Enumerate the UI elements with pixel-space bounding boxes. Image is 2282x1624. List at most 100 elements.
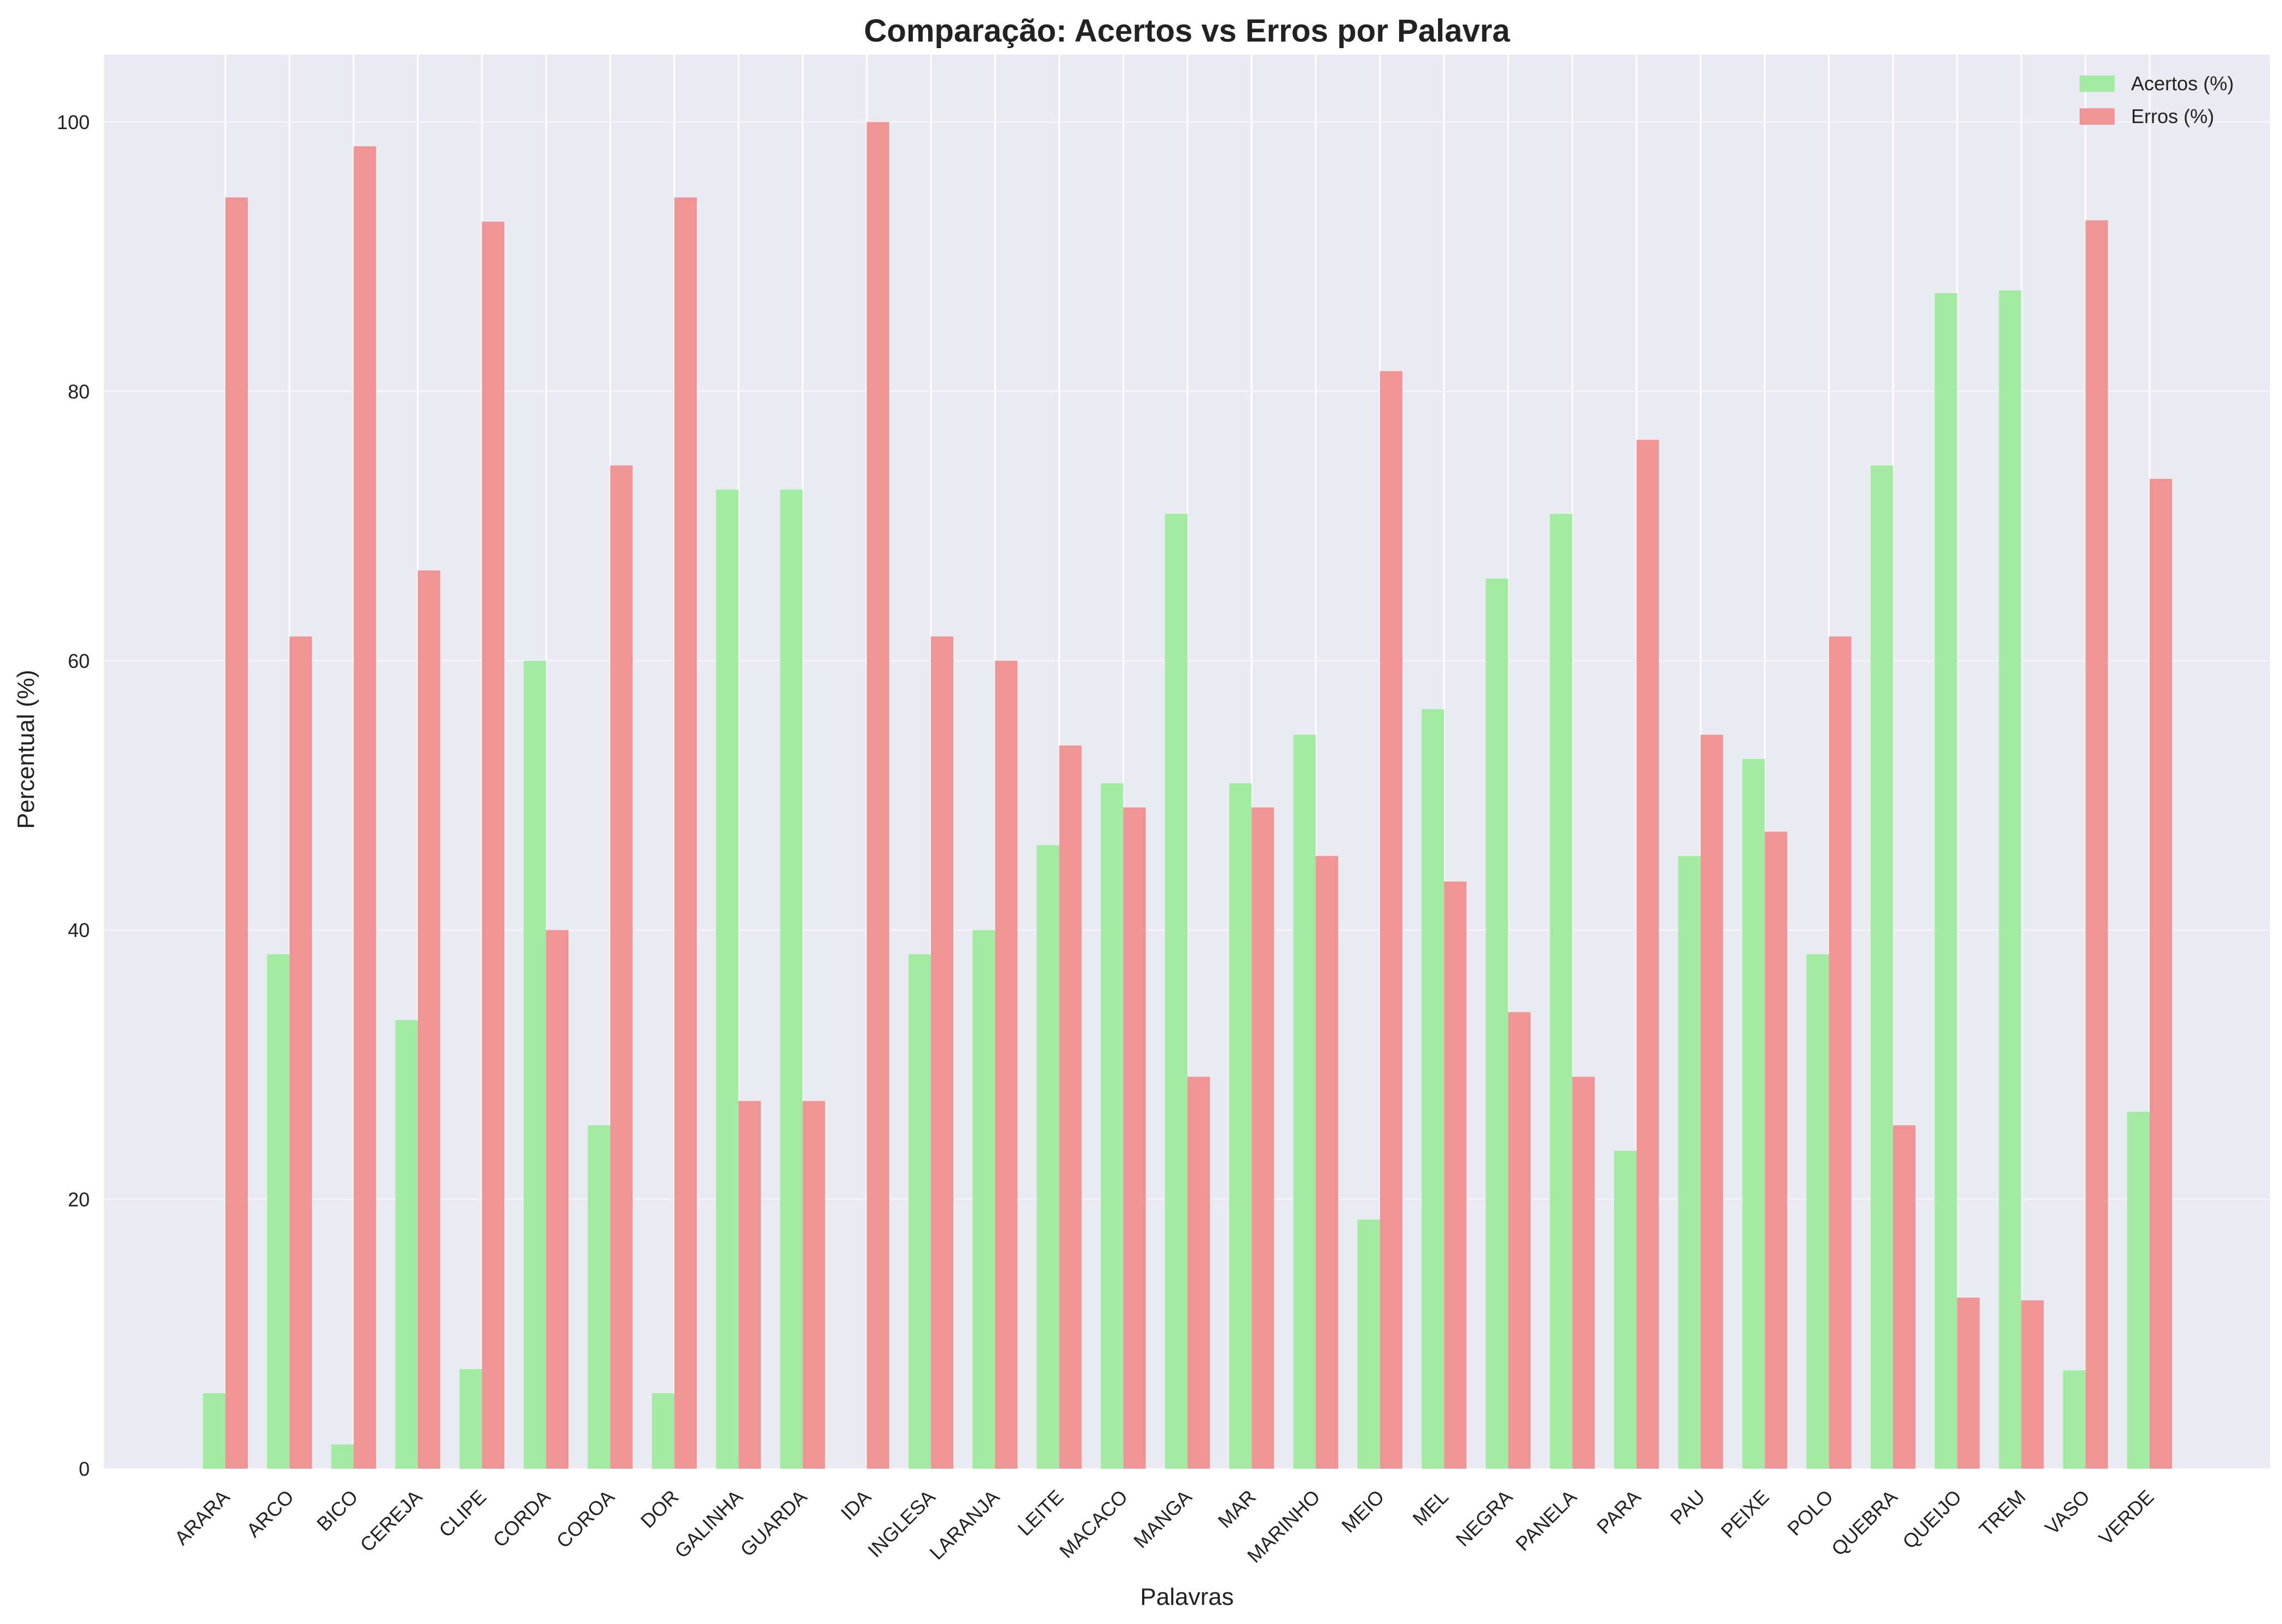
bar-acertos-marinho bbox=[1293, 735, 1316, 1469]
bar-erros-quebra bbox=[1893, 1125, 1916, 1469]
bar-erros-panela bbox=[1572, 1076, 1595, 1469]
x-tick-label: MACACO bbox=[1055, 1486, 1132, 1563]
bar-acertos-bico bbox=[331, 1444, 354, 1469]
bar-erros-pau bbox=[1701, 735, 1724, 1469]
bar-erros-manga bbox=[1187, 1076, 1210, 1469]
x-tick-label: CLIPE bbox=[434, 1486, 491, 1542]
x-tick-label: IDA bbox=[836, 1486, 875, 1524]
x-tick-label: LEITE bbox=[1013, 1486, 1068, 1540]
bar-erros-leite bbox=[1059, 745, 1082, 1469]
bar-acertos-trem bbox=[1999, 290, 2022, 1469]
x-axis-label: Palavras bbox=[1140, 1584, 1233, 1610]
bar-erros-cereja bbox=[417, 570, 440, 1469]
legend-swatch bbox=[2080, 75, 2115, 92]
bar-acertos-leite bbox=[1037, 845, 1060, 1469]
x-tick-label: VASO bbox=[2041, 1486, 2094, 1539]
y-tick-label: 80 bbox=[68, 380, 90, 403]
x-tick-label: GALINHA bbox=[670, 1486, 747, 1563]
bar-erros-corda bbox=[546, 930, 569, 1469]
bar-acertos-cereja bbox=[395, 1020, 418, 1469]
bar-erros-arara bbox=[225, 197, 248, 1469]
legend: Acertos (%) Erros (%) bbox=[2080, 72, 2234, 127]
x-tick-label: QUEBRA bbox=[1827, 1486, 1902, 1561]
x-tick-label: POLO bbox=[1783, 1486, 1838, 1540]
bar-acertos-inglesa bbox=[908, 954, 931, 1469]
bar-acertos-arco bbox=[267, 954, 290, 1469]
x-tick-label: NEGRA bbox=[1451, 1486, 1517, 1551]
bar-acertos-laranja bbox=[973, 930, 996, 1469]
x-tick-label: GUARDA bbox=[736, 1486, 811, 1561]
bar-erros-arco bbox=[289, 636, 312, 1469]
x-tick-label: COROA bbox=[552, 1486, 619, 1552]
bar-acertos-vaso bbox=[2063, 1370, 2086, 1469]
bar-erros-bico bbox=[353, 146, 376, 1469]
bar-erros-marinho bbox=[1315, 855, 1338, 1469]
x-tick-label: PAU bbox=[1666, 1486, 1709, 1529]
bar-erros-meio bbox=[1379, 371, 1402, 1469]
bar-acertos-mar bbox=[1229, 783, 1252, 1469]
bars bbox=[202, 122, 2173, 1469]
bar-acertos-quebra bbox=[1870, 465, 1893, 1469]
bar-erros-queijo bbox=[1957, 1297, 1980, 1469]
bar-erros-coroa bbox=[610, 465, 633, 1469]
x-tick-label: BICO bbox=[312, 1486, 362, 1535]
bar-acertos-peixe bbox=[1742, 759, 1765, 1469]
x-tick-label: CORDA bbox=[488, 1486, 555, 1552]
x-tick-label: MEIO bbox=[1337, 1486, 1388, 1537]
bar-acertos-para bbox=[1614, 1150, 1637, 1469]
bar-acertos-coroa bbox=[587, 1125, 610, 1469]
x-tick-label: LARANJA bbox=[925, 1486, 1004, 1564]
bar-acertos-mel bbox=[1422, 709, 1445, 1469]
x-tick-label: PARA bbox=[1592, 1486, 1645, 1538]
bar-acertos-macaco bbox=[1101, 783, 1123, 1469]
bar-erros-para bbox=[1636, 440, 1659, 1469]
bar-erros-macaco bbox=[1123, 807, 1146, 1469]
legend-swatch bbox=[2080, 108, 2115, 125]
bar-erros-mel bbox=[1444, 881, 1467, 1469]
x-tick-label: ARCO bbox=[242, 1486, 298, 1542]
bar-erros-vaso bbox=[2085, 220, 2108, 1469]
bar-acertos-guarda bbox=[780, 490, 803, 1469]
bar-erros-ida bbox=[866, 122, 889, 1469]
bar-erros-trem bbox=[2021, 1300, 2044, 1469]
bar-erros-peixe bbox=[1765, 831, 1788, 1469]
bar-acertos-meio bbox=[1357, 1219, 1380, 1469]
y-tick-label: 40 bbox=[68, 919, 90, 941]
x-tick-label: VERDE bbox=[2094, 1486, 2158, 1550]
bar-erros-laranja bbox=[995, 660, 1018, 1469]
bar-acertos-dor bbox=[651, 1393, 674, 1469]
bar-erros-inglesa bbox=[930, 636, 953, 1469]
chart-title: Comparação: Acertos vs Erros por Palavra bbox=[864, 13, 1511, 49]
bar-acertos-corda bbox=[523, 660, 546, 1469]
x-tick-label: TREM bbox=[1975, 1486, 2030, 1541]
bar-acertos-manga bbox=[1165, 514, 1187, 1469]
bar-acertos-polo bbox=[1806, 954, 1829, 1469]
x-tick-label: ARARA bbox=[170, 1486, 234, 1550]
x-tick-label: MEL bbox=[1408, 1486, 1452, 1530]
y-tick-label: 100 bbox=[57, 111, 90, 133]
x-tick-label: QUEIJO bbox=[1898, 1486, 1966, 1553]
x-tick-label: PEIXE bbox=[1716, 1486, 1773, 1542]
x-tick-label: MAR bbox=[1213, 1486, 1260, 1533]
bar-erros-mar bbox=[1251, 807, 1274, 1469]
bar-erros-dor bbox=[674, 197, 697, 1469]
x-tick-label: DOR bbox=[636, 1486, 683, 1533]
y-tick-label: 60 bbox=[68, 650, 90, 672]
y-tick-label: 20 bbox=[68, 1189, 90, 1211]
bar-erros-clipe bbox=[482, 222, 505, 1469]
bar-erros-guarda bbox=[802, 1101, 825, 1469]
y-axis-ticks: 0 20 40 60 80 100 bbox=[57, 111, 90, 1480]
x-tick-label: PANELA bbox=[1511, 1486, 1581, 1556]
bar-erros-polo bbox=[1829, 636, 1852, 1469]
legend-label: Acertos (%) bbox=[2131, 72, 2234, 95]
y-axis-label: Percentual (%) bbox=[13, 670, 39, 829]
bar-acertos-negra bbox=[1486, 578, 1509, 1469]
bar-erros-galinha bbox=[738, 1101, 761, 1469]
bar-acertos-arara bbox=[202, 1393, 225, 1469]
bar-erros-verde bbox=[2150, 479, 2173, 1469]
bar-acertos-galinha bbox=[716, 490, 739, 1469]
bar-acertos-clipe bbox=[459, 1369, 482, 1469]
